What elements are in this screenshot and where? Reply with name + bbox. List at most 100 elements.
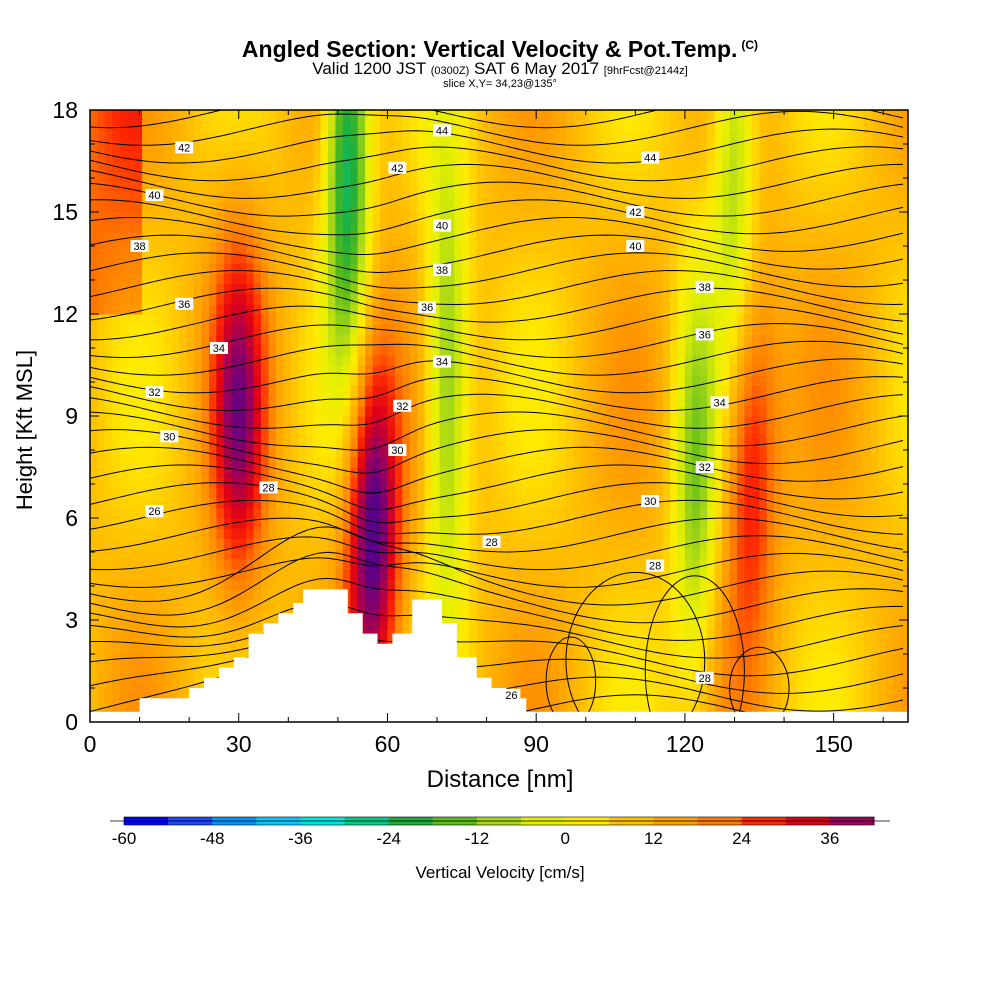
theta-label: 36 (418, 301, 437, 314)
theta-contour-line (90, 464, 904, 511)
theta-label: 36 (175, 297, 194, 311)
theta-contour-line (90, 358, 904, 394)
colorbar-tick-label: -48 (200, 829, 225, 848)
theta-label: 30 (388, 444, 407, 457)
theta-label: 40 (626, 240, 645, 253)
theta-label: 34 (710, 396, 729, 409)
theta-label: 44 (432, 124, 451, 137)
theta-label-text: 28 (262, 482, 274, 494)
theta-contours (90, 110, 904, 722)
chart-subtitle: Valid 1200 JST (0300Z) SAT 6 May 2017 [9… (0, 60, 1000, 80)
theta-contour-line (90, 110, 904, 146)
theta-label: 42 (388, 161, 407, 175)
colorbar-tick-label: -24 (376, 829, 401, 848)
theta-labels: 42 40 38 36 34 32 30 28 26 44 42 40 38 36 34 32 30 28 26 44… (130, 124, 729, 702)
theta-contour-line (90, 287, 904, 323)
theta-contour-line (90, 411, 904, 451)
forecast-info: [9hrFcst@2144z] (603, 65, 688, 77)
theta-label-text: 32 (148, 387, 160, 399)
theta-contour-line (90, 234, 904, 274)
colorbar-tick-label: 24 (732, 829, 751, 848)
theta-label: 32 (695, 461, 714, 474)
theta-contour-line (90, 637, 904, 694)
theta-label: 34 (432, 355, 451, 369)
x-tick-label: 120 (666, 731, 704, 757)
theta-label-text: 30 (163, 431, 175, 443)
theta-label-text: 34 (213, 343, 225, 355)
title-unit: (C) (741, 38, 759, 52)
colorbar-tick-label: 0 (560, 829, 569, 848)
theta-contour-loop (729, 646, 790, 722)
theta-label: 40 (432, 219, 451, 233)
theta-label: 26 (145, 505, 164, 518)
theta-label-text: 42 (629, 207, 641, 219)
theta-label-text: 42 (178, 142, 190, 154)
theta-label: 34 (209, 342, 228, 355)
theta-contour-line (90, 252, 904, 289)
theta-contour-line (90, 181, 904, 217)
theta-label-text: 40 (148, 190, 160, 202)
y-axis-label: Height [Kft MSL] (12, 349, 37, 511)
colorbar-tick-label: 36 (820, 829, 839, 848)
theta-contour-loop (545, 636, 597, 722)
theta-label-text: 34 (713, 397, 725, 409)
theta-label-text: 40 (629, 241, 641, 253)
y-tick-label: 3 (65, 607, 78, 633)
x-tick-label: 30 (226, 731, 252, 757)
theta-label-text: 34 (436, 357, 448, 369)
theta-label-text: 38 (133, 241, 145, 253)
theta-contour-line (90, 110, 904, 129)
theta-label-text: 42 (391, 163, 403, 175)
colorbar-tick-label: -60 (112, 829, 137, 848)
y-tick-label: 18 (52, 97, 78, 123)
theta-label: 40 (145, 189, 164, 202)
theta-label-text: 28 (485, 537, 497, 549)
theta-label: 26 (502, 688, 521, 702)
theta-label-text: 36 (421, 302, 433, 314)
theta-label-text: 44 (644, 153, 656, 165)
valid-date: SAT 6 May 2017 (474, 59, 600, 78)
colorbar-label: Vertical Velocity [cm/s] (415, 863, 585, 882)
theta-label-text: 38 (699, 282, 711, 294)
colorbar-tick-label: -12 (465, 829, 490, 848)
theta-label: 38 (130, 240, 149, 253)
theta-contour-loop (644, 575, 745, 722)
x-tick-label: 150 (814, 731, 852, 757)
x-axis-label: Distance [nm] (426, 766, 574, 793)
theta-contour-line (90, 217, 904, 255)
theta-contour-line (90, 199, 904, 236)
chart-title: Angled Section: Vertical Velocity & Pot.… (0, 36, 1000, 63)
theta-contour-line (90, 146, 904, 182)
theta-label-text: 36 (699, 329, 711, 341)
theta-label-text: 32 (699, 462, 711, 474)
ground-strip (90, 711, 908, 722)
theta-contour-line (90, 499, 904, 535)
theta-label: 32 (145, 386, 164, 399)
title-text: Angled Section: Vertical Velocity & Pot.… (241, 36, 738, 62)
theta-label: 28 (259, 481, 278, 494)
theta-contour-line (90, 393, 904, 429)
theta-contour-line (90, 517, 904, 553)
theta-contour-line (90, 376, 904, 412)
theta-label: 32 (393, 399, 412, 413)
theta-label-text: 32 (396, 401, 408, 413)
theta-label: 42 (175, 141, 194, 154)
x-tick-label: 0 (84, 731, 97, 757)
theta-contour-line (90, 110, 528, 111)
theta-label-text: 40 (436, 221, 448, 233)
theta-label-text: 38 (436, 265, 448, 277)
y-tick-label: 0 (65, 709, 78, 735)
theta-label-text: 36 (178, 299, 190, 311)
theta-label: 42 (626, 206, 645, 219)
x-tick-label: 90 (523, 731, 549, 757)
x-tick-label: 60 (375, 731, 401, 757)
theta-label-text: 28 (699, 673, 711, 685)
theta-label-text: 30 (644, 496, 656, 508)
slice-info: slice X,Y= 34,23@135° (443, 78, 557, 90)
theta-label: 44 (641, 151, 660, 165)
theta-label-text: 30 (391, 445, 403, 457)
theta-contour-line (90, 128, 904, 164)
theta-contour-line (90, 446, 904, 494)
theta-contour-line (90, 340, 904, 376)
